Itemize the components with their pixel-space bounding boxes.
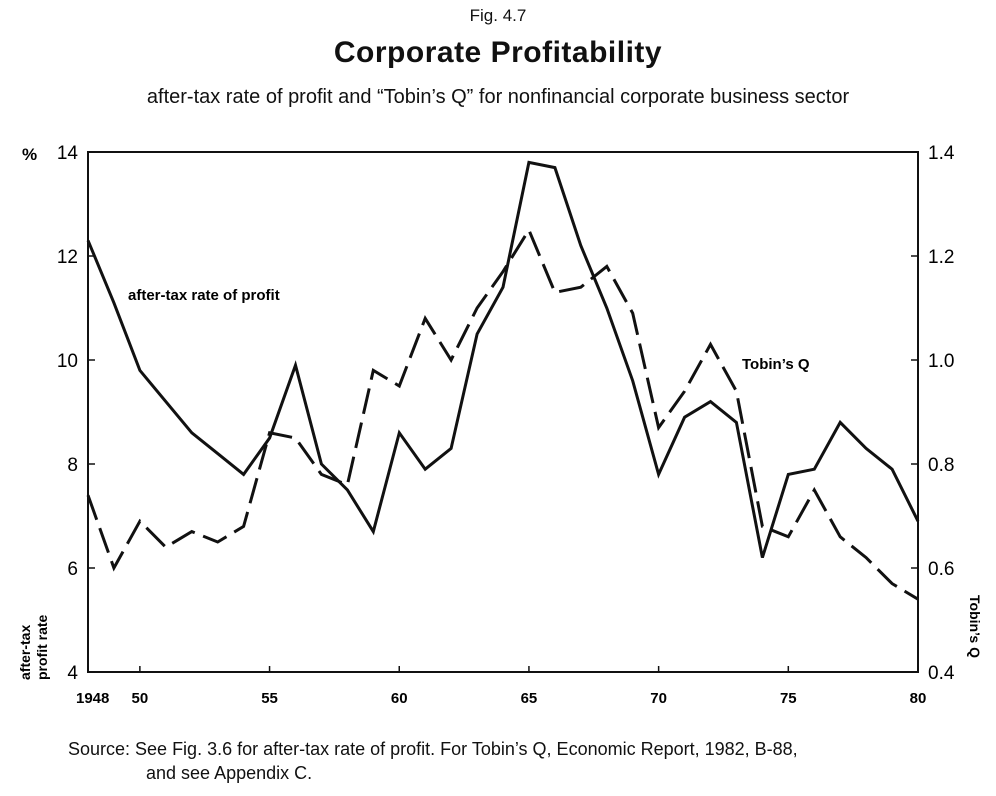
- x-tick-label: 55: [261, 690, 278, 707]
- left-tick-label: 4: [67, 663, 78, 684]
- source-note: Source: See Fig. 3.6 for after-tax rate …: [68, 737, 968, 785]
- right-tick-label: 1.2: [928, 247, 954, 268]
- left-tick-label: 12: [57, 247, 78, 268]
- left-tick-label: 14: [57, 143, 79, 164]
- x-tick-label: 60: [391, 690, 408, 707]
- figure-label: Fig. 4.7: [469, 6, 527, 25]
- left-axis-label-line2: profit rate: [34, 614, 50, 680]
- right-tick-label: 1.4: [928, 143, 955, 164]
- profit-series-annotation: after-tax rate of profit: [128, 287, 280, 304]
- source-line-1: Source: See Fig. 3.6 for after-tax rate …: [68, 739, 798, 759]
- right-tick-label: 0.8: [928, 455, 954, 476]
- x-tick-label: 50: [132, 690, 149, 707]
- right-axis-ticks: 0.4 0.6 0.8 1.0 1.2 1.4: [911, 143, 955, 684]
- chart-title: Corporate Profitability: [333, 36, 663, 69]
- x-tick-label: 65: [521, 690, 538, 707]
- left-axis-ticks: 4 6 8 10 12 14: [57, 143, 95, 684]
- source-line-2: and see Appendix C.: [146, 763, 313, 783]
- left-tick-label: 10: [57, 351, 78, 372]
- x-tick-label: 80: [910, 690, 927, 707]
- left-tick-label: 6: [67, 559, 78, 580]
- x-tick-label: 75: [780, 690, 797, 707]
- right-tick-label: 0.4: [928, 663, 955, 684]
- right-axis-label: Tobin’s Q: [967, 595, 983, 658]
- left-axis-unit: %: [22, 145, 37, 164]
- tobins-q-series-annotation: Tobin’s Q: [742, 356, 810, 373]
- x-axis-ticks: 1948 50 55 60 65 70 75 80: [76, 666, 926, 707]
- x-tick-label: 70: [650, 690, 667, 707]
- left-tick-label: 8: [67, 455, 78, 476]
- chart-subtitle: after-tax rate of profit and “Tobin’s Q”…: [146, 86, 850, 108]
- left-axis-label-line1: after-tax: [17, 625, 33, 680]
- tobins-q-line: [86, 226, 919, 601]
- right-tick-label: 0.6: [928, 559, 954, 580]
- plot-frame: [87, 151, 919, 673]
- series-layer: [86, 160, 920, 601]
- profit-rate-line: [86, 160, 920, 559]
- right-tick-label: 1.0: [928, 351, 954, 372]
- x-tick-label: 1948: [76, 690, 109, 707]
